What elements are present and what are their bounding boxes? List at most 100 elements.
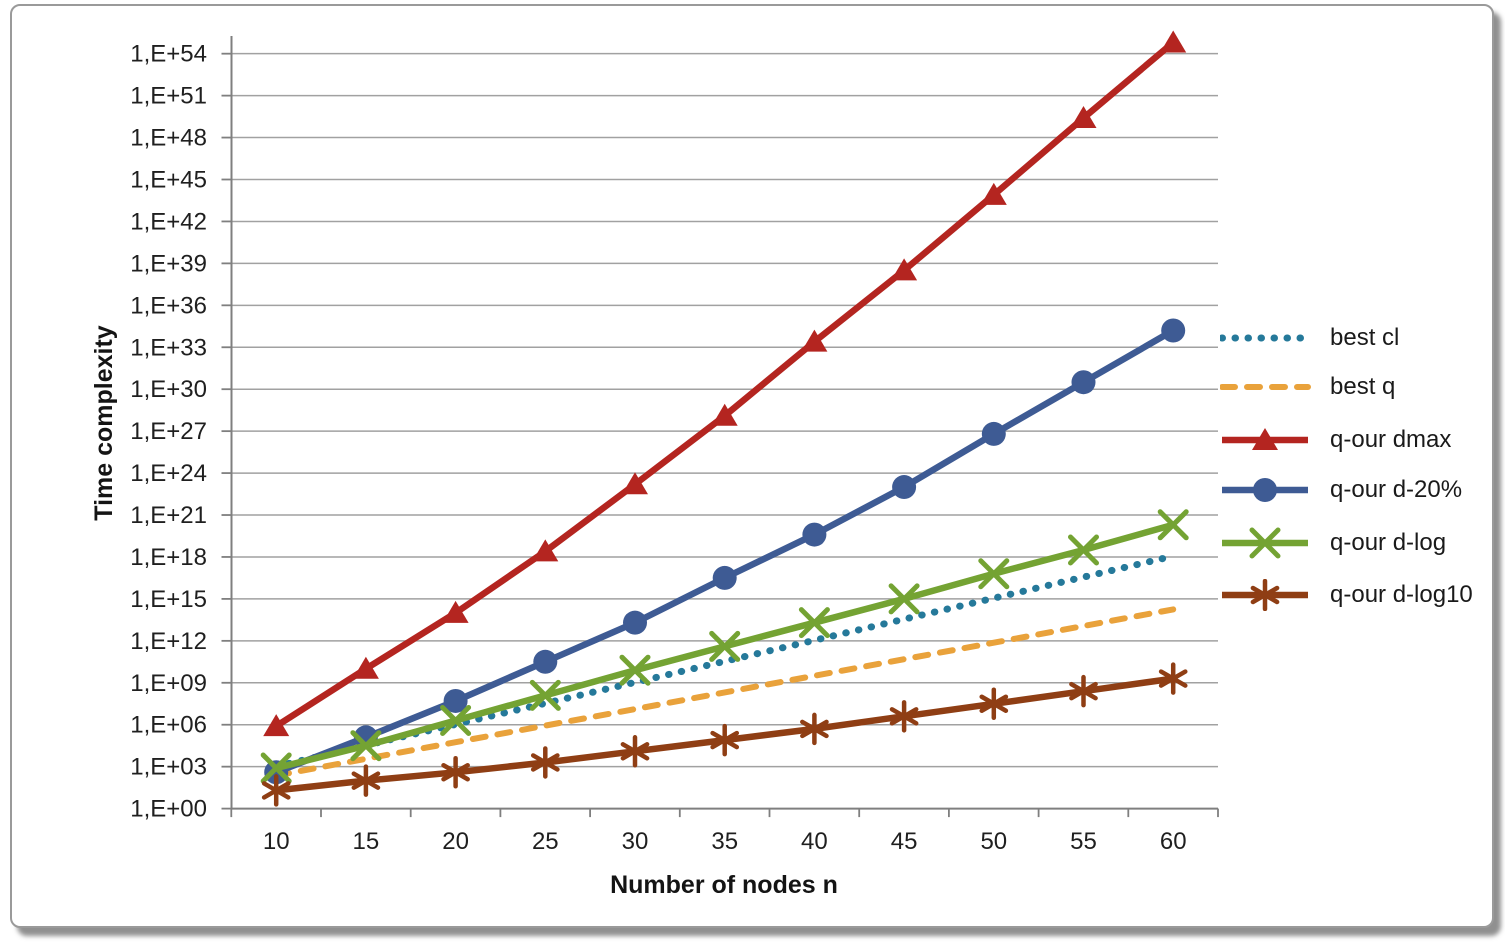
marker-triangle — [711, 403, 738, 426]
marker-x — [619, 654, 651, 686]
x-tick-label: 25 — [532, 828, 559, 855]
marker-triangle — [352, 656, 379, 679]
legend-swatch-best-q — [1220, 384, 1311, 390]
legend-label: q-our d-20% — [1330, 476, 1463, 503]
x-tick-label: 15 — [353, 828, 380, 855]
y-tick-label: 1,E+42 — [130, 208, 207, 235]
y-tick-label: 1,E+06 — [130, 712, 207, 739]
x-tick-label: 20 — [442, 828, 469, 855]
marker-asterisk — [1069, 674, 1098, 708]
legend-label: q-our dmax — [1330, 426, 1452, 453]
marker-x — [798, 607, 830, 639]
y-tick-label: 1,E+24 — [130, 460, 207, 487]
marker-x — [440, 705, 472, 737]
legend-item-q-our-d-log: q-our d-log — [1220, 527, 1446, 559]
y-tick-label: 1,E+54 — [130, 41, 207, 68]
marker-asterisk — [351, 764, 381, 797]
legend-swatch-q-our-d-log10 — [1222, 579, 1308, 611]
y-tick-label: 1,E+51 — [130, 83, 207, 110]
marker-x — [350, 730, 382, 762]
marker-asterisk — [1250, 579, 1280, 611]
x-tick-label: 35 — [711, 828, 738, 855]
legend-label: best cl — [1330, 324, 1400, 351]
marker-x — [1157, 509, 1189, 541]
marker-asterisk — [979, 687, 1009, 720]
x-axis-title: Number of nodes n — [610, 871, 838, 899]
y-tick-label: 1,E+36 — [130, 292, 207, 319]
marker-triangle — [532, 539, 559, 562]
marker-circle — [1161, 318, 1186, 343]
marker-triangle — [1160, 30, 1187, 53]
figure-frame — [10, 4, 1494, 928]
x-tick-label: 45 — [891, 828, 918, 855]
marker-triangle — [980, 182, 1007, 205]
y-tick-label: 1,E+45 — [130, 167, 207, 194]
marker-x — [978, 558, 1010, 590]
legend-swatch-q-our-dmax — [1222, 428, 1308, 450]
legend-item-best-cl: best cl — [1220, 322, 1399, 354]
x-tick-label: 50 — [980, 828, 1007, 855]
y-axis-title: Time complexity — [90, 325, 118, 521]
marker-triangle — [1070, 105, 1097, 128]
marker-x — [1068, 534, 1099, 566]
series-line-best-q — [273, 606, 1177, 779]
marker-x — [709, 630, 741, 662]
marker-asterisk — [889, 700, 919, 733]
y-tick-label: 1,E+33 — [130, 334, 207, 361]
y-tick-label: 1,E+39 — [130, 250, 207, 277]
marker-circle — [892, 475, 917, 500]
x-tick-label: 30 — [622, 828, 649, 855]
marker-circle — [981, 421, 1006, 446]
marker-asterisk — [1158, 662, 1188, 695]
legend-swatch-q-our-d-20 — [1222, 478, 1308, 502]
x-tick-label: 10 — [263, 828, 290, 855]
legend-label: q-our d-log — [1330, 529, 1447, 556]
y-tick-label: 1,E+12 — [130, 628, 207, 655]
legend-item-q-our-dmax: q-our dmax — [1220, 424, 1451, 456]
marker-asterisk — [710, 723, 740, 757]
y-tick-label: 1,E+48 — [130, 125, 207, 152]
marker-circle — [533, 649, 558, 674]
marker-asterisk — [441, 756, 470, 789]
x-tick-label: 60 — [1160, 828, 1187, 855]
marker-circle — [623, 610, 647, 635]
legend-item-best-q: best q — [1220, 371, 1395, 403]
marker-circle — [802, 522, 827, 547]
marker-asterisk — [620, 735, 650, 768]
legend-label: best q — [1330, 373, 1396, 400]
marker-triangle — [1252, 428, 1278, 450]
legend-item-q-our-d-20: q-our d-20% — [1220, 474, 1462, 506]
y-tick-label: 1,E+03 — [130, 754, 207, 781]
y-tick-label: 1,E+15 — [130, 586, 207, 613]
y-tick-label: 1,E+18 — [130, 544, 207, 571]
marker-circle — [1253, 478, 1277, 502]
marker-x — [1249, 527, 1281, 559]
y-tick-label: 1,E+27 — [130, 418, 207, 445]
marker-triangle — [801, 329, 828, 352]
marker-x — [529, 679, 561, 711]
series-line-q-our-d-20 — [275, 327, 1175, 776]
y-tick-label: 1,E+09 — [130, 670, 207, 697]
marker-x — [260, 752, 292, 784]
x-tick-label: 40 — [801, 828, 828, 855]
legend-label: q-our d-log10 — [1330, 581, 1473, 608]
y-tick-label: 1,E+30 — [130, 376, 207, 403]
marker-circle — [443, 688, 468, 713]
legend-item-q-our-d-log10: q-our d-log10 — [1220, 579, 1473, 611]
marker-asterisk — [530, 746, 560, 779]
marker-triangle — [622, 472, 648, 495]
marker-triangle — [891, 258, 918, 281]
marker-asterisk — [261, 774, 291, 807]
legend-swatch-best-cl — [1220, 334, 1312, 342]
x-tick-label: 55 — [1070, 828, 1097, 855]
marker-triangle — [442, 600, 469, 623]
series-line-q-our-dmax — [274, 40, 1176, 729]
legend-swatch-q-our-d-log — [1222, 527, 1308, 559]
marker-asterisk — [800, 712, 829, 746]
marker-triangle — [263, 714, 290, 737]
y-tick-label: 1,E+00 — [130, 796, 207, 823]
marker-x — [888, 583, 920, 615]
marker-circle — [712, 565, 737, 590]
